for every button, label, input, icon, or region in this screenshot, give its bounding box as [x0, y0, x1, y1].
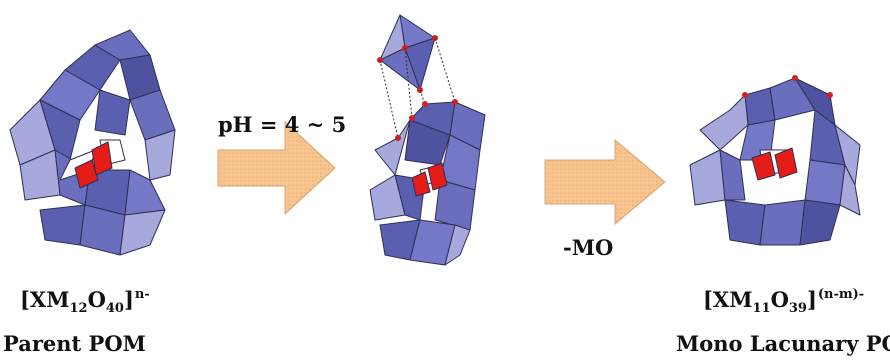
intermediate-pom-structure: [369, 99, 486, 266]
step2-label: -MO: [563, 235, 614, 260]
detached-octahedron: [377, 14, 438, 93]
lacunary-pom-structure: [689, 75, 861, 246]
parent-pom-structure: [9, 29, 176, 256]
product-formula: [XM11O39](n-m)-: [703, 287, 865, 316]
arrow-2: [544, 138, 666, 226]
product-name: Mono Lacunary POM: [676, 331, 890, 356]
step1-label: pH = 4 ~ 5: [218, 112, 347, 137]
parent-name: Parent POM: [3, 331, 146, 356]
arrow-1: [217, 120, 336, 216]
parent-formula: [XM12O40]n-: [20, 287, 150, 316]
